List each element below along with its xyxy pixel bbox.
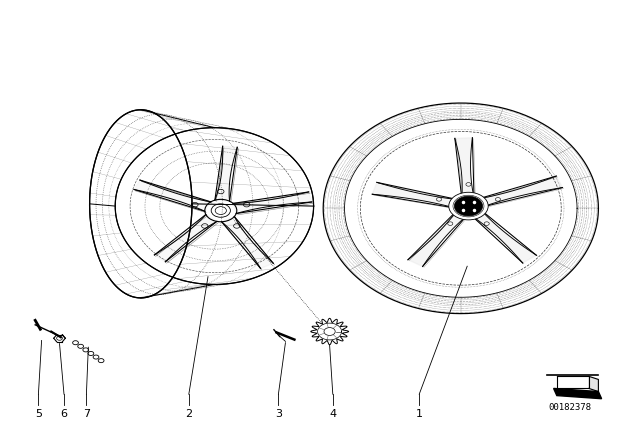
Text: 3: 3 [275,409,282,419]
Polygon shape [154,215,217,262]
Polygon shape [134,180,211,211]
Polygon shape [215,146,237,201]
Polygon shape [472,210,536,263]
Circle shape [324,327,335,336]
Text: 5: 5 [35,409,42,419]
Text: 2: 2 [185,409,193,419]
Polygon shape [589,376,598,392]
Text: 6: 6 [61,409,67,419]
Polygon shape [478,176,563,207]
Polygon shape [372,182,458,208]
Polygon shape [455,138,474,198]
Polygon shape [408,211,467,267]
Polygon shape [554,388,602,399]
Circle shape [449,192,488,220]
Text: 00182378: 00182378 [548,403,591,412]
Text: 1: 1 [416,409,422,419]
Polygon shape [233,192,312,214]
Text: 7: 7 [83,409,90,419]
Circle shape [454,196,483,216]
Text: 4: 4 [329,409,337,419]
Polygon shape [221,216,273,268]
